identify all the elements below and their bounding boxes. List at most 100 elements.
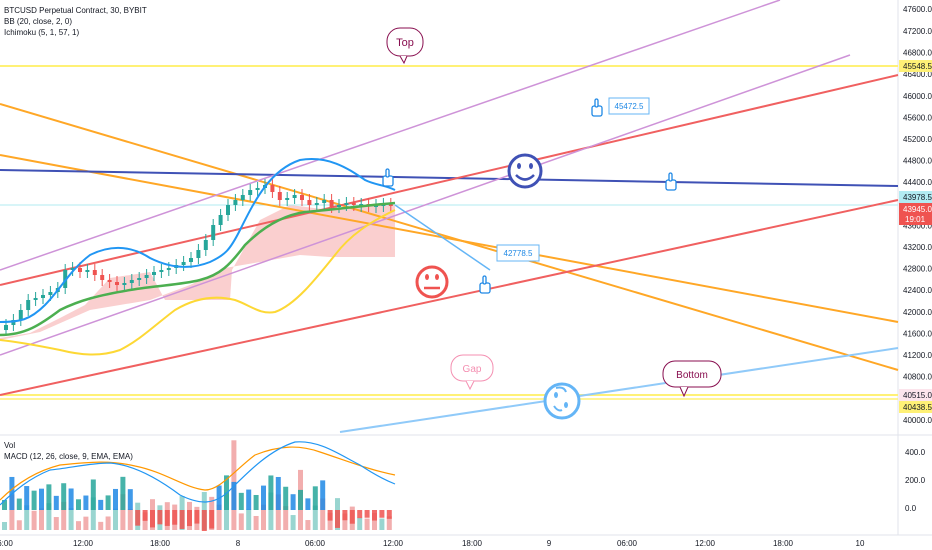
price-axis-label: 40800.0 xyxy=(903,373,932,382)
volume-bar xyxy=(127,508,133,530)
bb-legend[interactable]: BB (20, close, 2, 0) xyxy=(4,17,73,26)
candle-body xyxy=(218,215,223,225)
volume-bar xyxy=(357,517,363,530)
macd-histogram-bar xyxy=(209,510,215,529)
trendline-violet-lower[interactable] xyxy=(0,54,851,356)
candle-body xyxy=(41,295,45,298)
candle-body xyxy=(314,203,319,205)
volume-bar xyxy=(39,508,44,530)
volume-bar xyxy=(90,497,96,530)
price-note-45472[interactable]: 45472.5 xyxy=(608,97,650,115)
candle-body xyxy=(329,200,334,207)
volume-bar xyxy=(16,520,22,530)
macd-axis[interactable]: 400.0 200.0 0.0 xyxy=(905,448,926,513)
time-axis[interactable]: 6:00 12:00 18:00 8 06:00 12:00 18:00 9 06:00 12:0… xyxy=(0,539,865,548)
trendline-red-upper[interactable] xyxy=(0,74,899,286)
macd-histogram-bar xyxy=(76,499,81,510)
macd-histogram-bar xyxy=(172,510,178,525)
bb-upper xyxy=(0,158,396,323)
callout-gap[interactable]: Gap xyxy=(450,354,494,391)
ichimoku-legend[interactable]: Ichimoku (5, 1, 57, 1) xyxy=(4,28,80,37)
symbol-title[interactable]: BTCUSD Perpetual Contract, 30, BYBIT xyxy=(4,6,147,15)
macd-histogram-bar xyxy=(113,488,118,510)
macd-histogram-bar xyxy=(379,510,385,518)
macd-histogram-bar xyxy=(246,489,252,510)
callout-top[interactable]: Top xyxy=(386,27,424,65)
trendline-red-lower[interactable] xyxy=(0,199,899,396)
candle-body xyxy=(107,280,112,282)
time-axis-label: 9 xyxy=(547,539,552,548)
candle-body xyxy=(337,205,341,207)
trendline-navy[interactable] xyxy=(0,169,899,187)
neutral-face-icon[interactable] xyxy=(415,265,449,299)
time-axis-label: 18:00 xyxy=(773,539,794,548)
candle-body xyxy=(300,195,304,200)
price-tag-40438-text: 40438.5 xyxy=(903,403,932,412)
pointing-hand-icon[interactable] xyxy=(665,172,677,191)
price-note-45472-label: 45472.5 xyxy=(615,102,644,111)
macd-histogram-bar xyxy=(16,498,22,510)
macd-legend[interactable]: MACD (12, 26, close, 9, EMA, EMA) xyxy=(4,452,133,461)
macd-histogram-bar xyxy=(61,483,67,510)
callout-bottom[interactable]: Bottom xyxy=(662,360,722,398)
macd-histogram-bar xyxy=(364,510,370,518)
callout-bottom-label: Bottom xyxy=(676,370,708,381)
candle-body xyxy=(322,200,327,203)
candle-body xyxy=(233,200,238,205)
candle-body xyxy=(159,270,164,272)
candle-body xyxy=(307,200,312,205)
price-tag-current-text: 43945.0 xyxy=(903,205,932,214)
volume-bar xyxy=(31,510,37,530)
candle-body xyxy=(189,258,193,262)
price-tag-last-text: 43978.5 xyxy=(903,193,932,202)
confused-face-icon[interactable] xyxy=(543,382,581,420)
price-axis-label: 40000.0 xyxy=(903,416,932,425)
pointing-hand-icon[interactable] xyxy=(479,275,491,294)
trendline-orange-lower[interactable] xyxy=(0,154,899,323)
volume-bar xyxy=(327,512,333,530)
macd-histogram-bar xyxy=(357,510,363,519)
price-axis-label: 43200.0 xyxy=(903,243,932,252)
price-tag-45548: 45548.5 xyxy=(899,60,932,72)
candle-body xyxy=(248,190,253,195)
price-axis-label: 44800.0 xyxy=(903,157,932,166)
macd-histogram-bar xyxy=(372,510,377,521)
macd-histogram-bar xyxy=(164,510,170,526)
vol-legend[interactable]: Vol xyxy=(4,441,16,450)
macd-histogram-bar xyxy=(290,494,296,510)
pointing-hand-icon[interactable] xyxy=(591,98,603,117)
price-axis-label: 42400.0 xyxy=(903,286,932,295)
trendline-lightblue[interactable] xyxy=(339,347,899,433)
volume-bar xyxy=(76,521,81,530)
macd-histogram-bar xyxy=(386,510,392,519)
macd-histogram-bar xyxy=(305,498,311,510)
candle-body xyxy=(122,283,127,285)
macd-axis-label: 200.0 xyxy=(905,476,926,485)
volume-bar xyxy=(83,516,89,530)
candle-body xyxy=(4,325,8,330)
macd-histogram-bar xyxy=(194,510,200,524)
volume-bar xyxy=(224,492,229,530)
trendline-violet-upper[interactable] xyxy=(0,0,781,271)
trendline-orange-upper[interactable] xyxy=(0,103,899,371)
volume-bar xyxy=(142,512,148,530)
macd-histogram-bar xyxy=(90,479,96,510)
price-axis-label: 45600.0 xyxy=(903,113,932,122)
macd-histogram-bar xyxy=(335,510,340,528)
pointing-hand-icons xyxy=(382,98,677,294)
volume-bar xyxy=(253,515,259,530)
projection-line[interactable] xyxy=(394,204,491,271)
candle-body xyxy=(196,250,201,258)
macd-histogram-bar xyxy=(39,488,44,510)
happy-face-icon[interactable] xyxy=(507,153,543,189)
price-axis-label: 47200.0 xyxy=(903,27,932,36)
candle-body xyxy=(152,272,156,275)
chart-legend: BTCUSD Perpetual Contract, 30, BYBIT BB … xyxy=(4,5,147,38)
candle-body xyxy=(78,268,82,272)
pointing-hand-icon[interactable] xyxy=(382,168,394,187)
macd-histogram-bar xyxy=(231,481,237,510)
price-axis-top-label: 47600.0 xyxy=(903,5,932,14)
volume-bar xyxy=(238,513,244,530)
price-note-42778[interactable]: 42778.5 xyxy=(496,244,540,262)
